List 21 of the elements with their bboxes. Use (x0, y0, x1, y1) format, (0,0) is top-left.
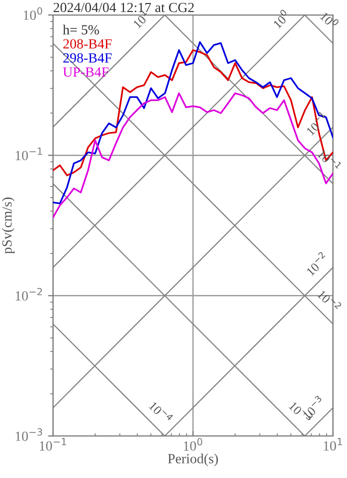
y-axis-title: pSv(cm/s) (2, 198, 15, 254)
x-tick-label: 10$^{1}$ (324, 438, 342, 451)
annotation: 10$^{−1}$ (317, 148, 342, 172)
y-tick-label: 10$^{−3}$ (16, 428, 42, 441)
annotation: 10$^{0}$ (270, 8, 291, 29)
text: UP-B4F (63, 67, 109, 77)
text: 208-B4F (63, 39, 112, 49)
annotation: 10$^{0}$ (320, 10, 340, 30)
y-tick-label: 10$^{−1}$ (16, 148, 42, 160)
text: 298-B4F (63, 53, 112, 63)
x-tick-label: 10$^{0}$ (184, 438, 202, 451)
y-tick-label: 10$^{−2}$ (16, 288, 42, 301)
x-axis-title: Period(s) (168, 454, 218, 466)
annotation: 10$^{−4}$ (148, 399, 174, 424)
y-tick-label: 10$^{0}$ (24, 7, 42, 20)
annotation: 10$^{−2}$ (317, 288, 342, 313)
x-tick-label: 10$^{−1}$ (40, 438, 66, 451)
chart-title: 2024/04/04 12:17 at CG2 (54, 2, 194, 12)
legend-title: h= 5% (62, 24, 100, 35)
annotation: 10$^{−1}$ (304, 111, 329, 136)
annotation: 10$^{−2}$ (304, 251, 329, 276)
